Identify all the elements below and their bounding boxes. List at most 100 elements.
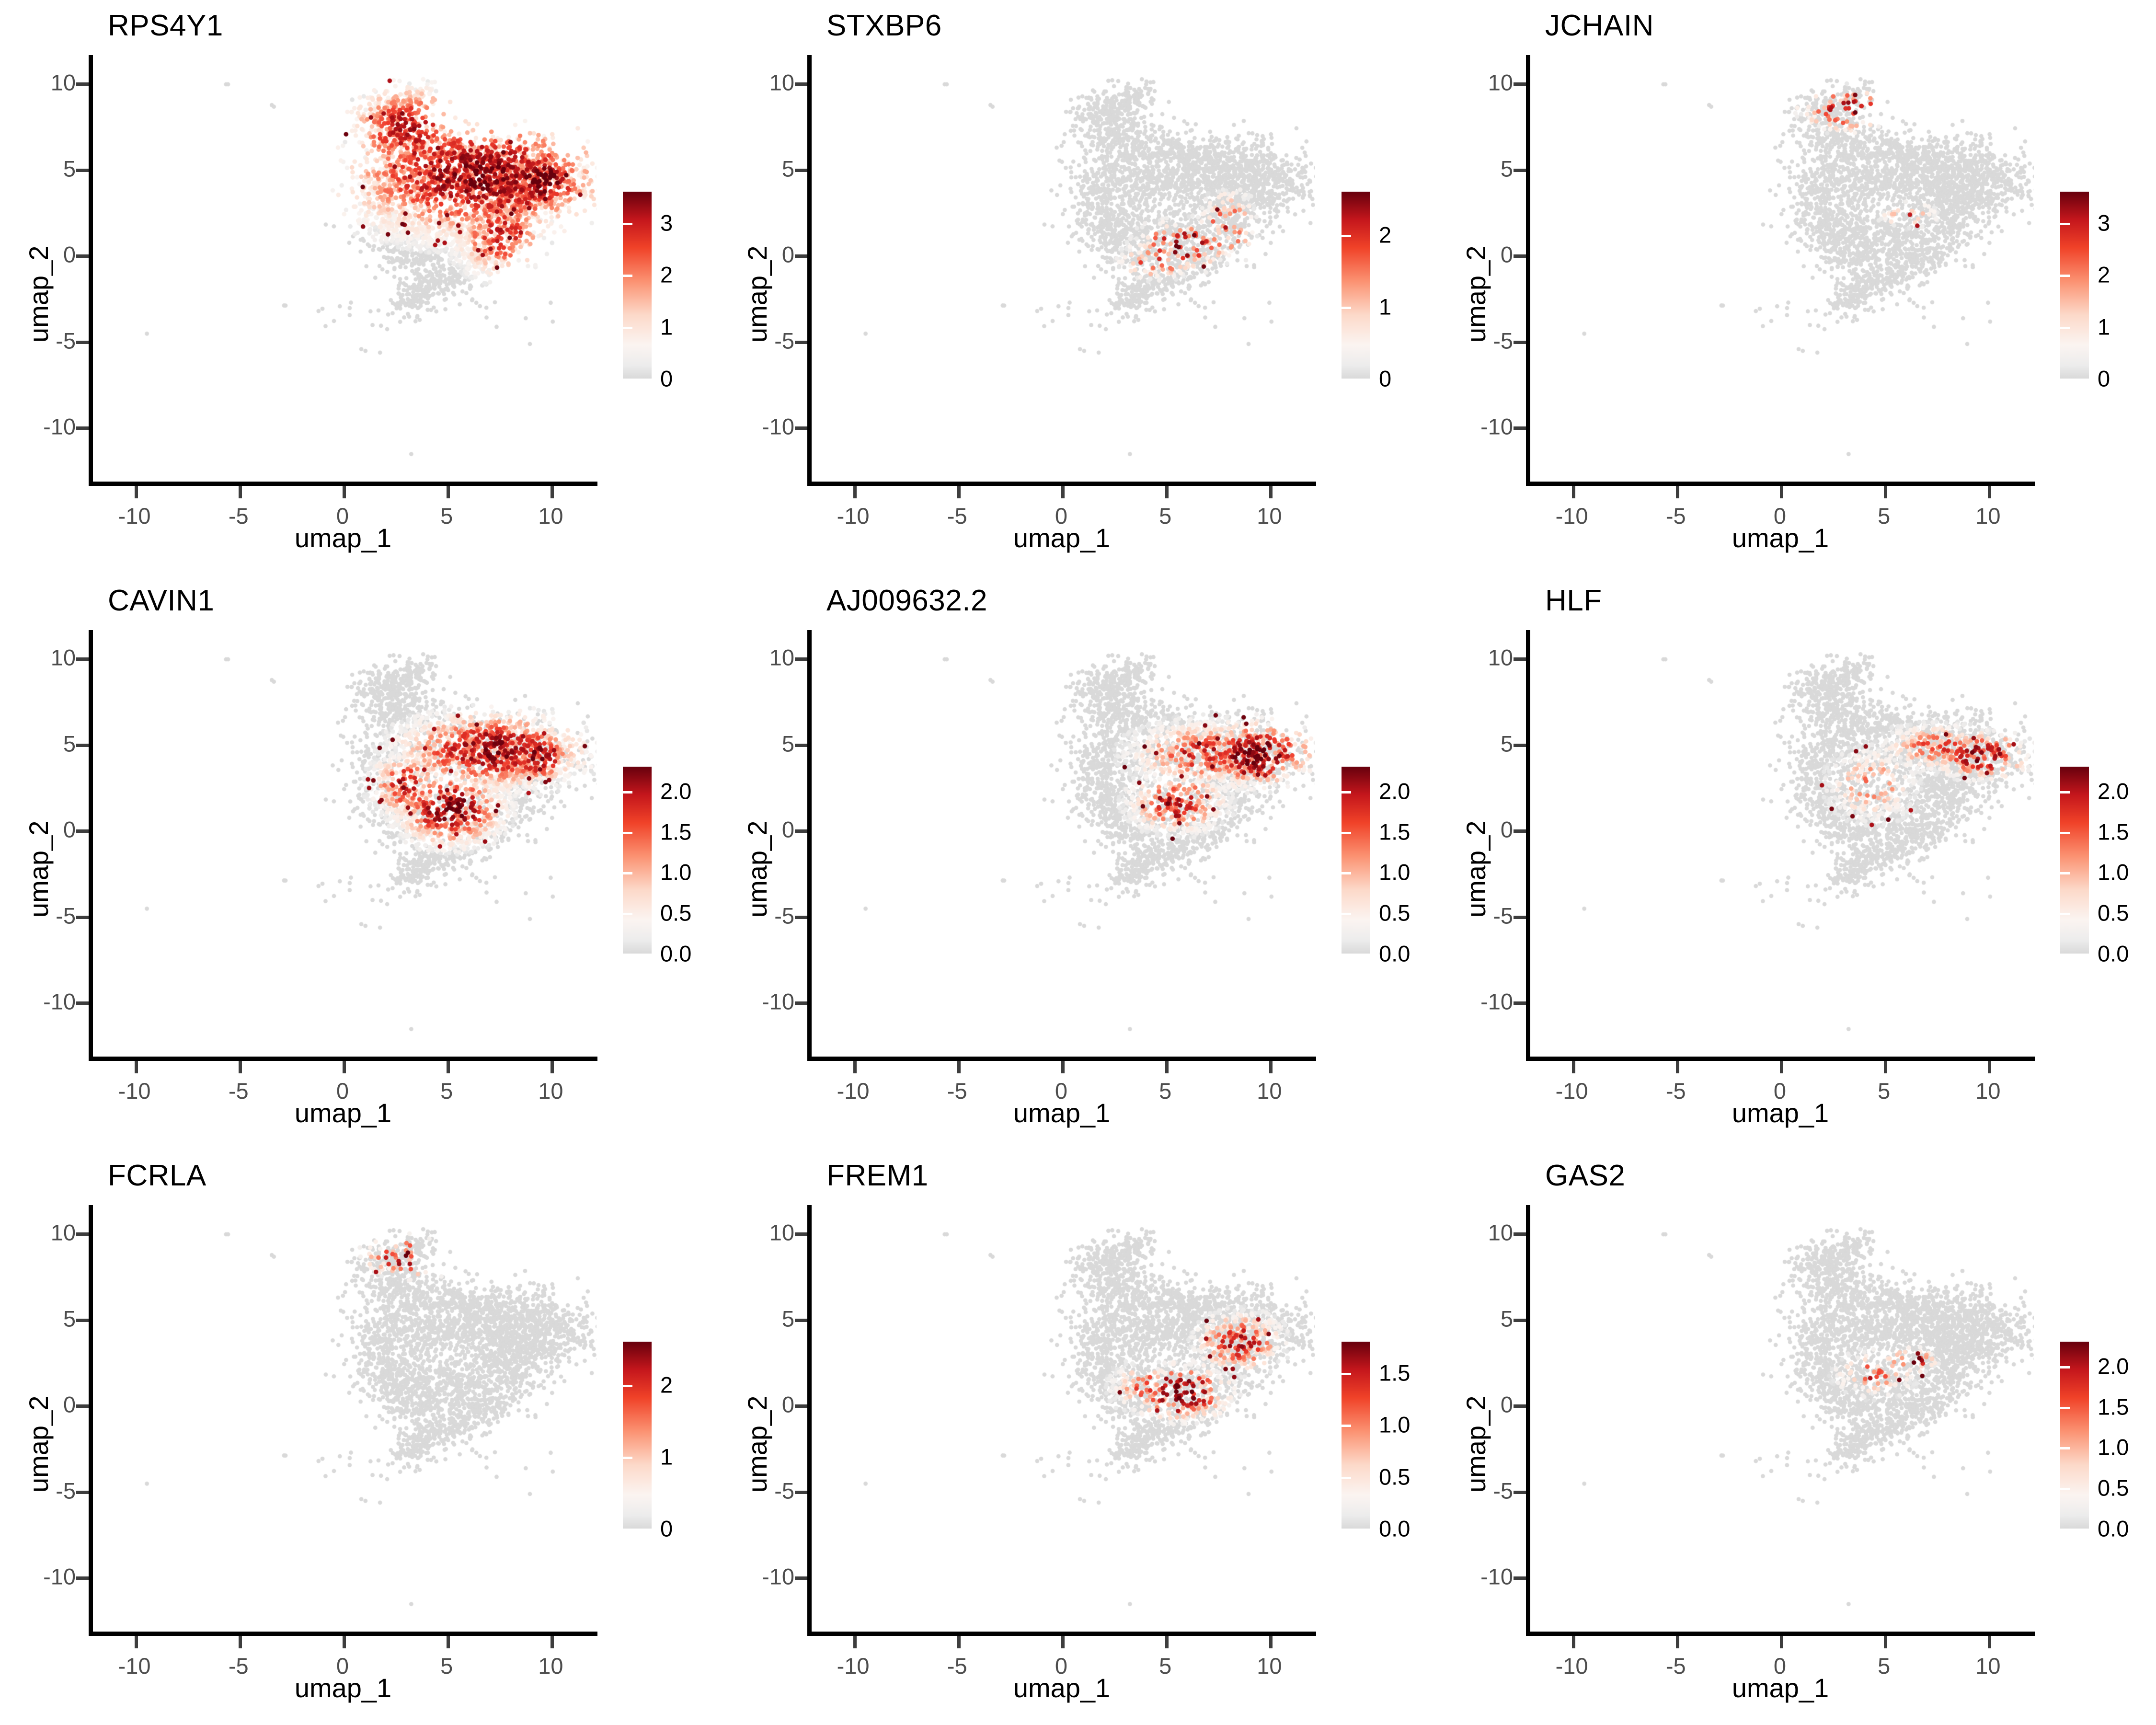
x-tick-label: -10	[118, 503, 151, 529]
x-tick-label: 10	[538, 1653, 563, 1679]
y-axis-label: umap_2	[742, 1395, 772, 1493]
panel-title: CAVIN1	[108, 584, 215, 617]
x-axis-label: umap_1	[294, 1673, 392, 1703]
y-tick-mark	[76, 82, 89, 86]
y-tick-mark	[795, 829, 807, 833]
y-tick-mark	[1514, 657, 1526, 661]
x-tick-mark	[1884, 486, 1888, 498]
y-tick-mark	[1514, 1576, 1526, 1580]
y-tick-label: -10	[1480, 1564, 1513, 1589]
y-tick-mark	[795, 426, 807, 430]
y-tick-label: 0	[1500, 242, 1513, 267]
umap-scatter-points	[89, 55, 596, 482]
scatter-plot-area	[89, 630, 596, 1057]
x-tick-label: -5	[228, 1653, 249, 1679]
x-tick-mark	[1165, 1061, 1169, 1073]
x-tick-label: 5	[440, 503, 453, 529]
x-tick-mark	[1269, 1636, 1273, 1648]
y-tick-label: 5	[781, 156, 794, 182]
colorbar-tick-label: 1	[2098, 314, 2110, 340]
y-tick-label: 5	[63, 1306, 76, 1332]
x-tick-label: 10	[1257, 1078, 1282, 1104]
x-tick-mark	[957, 1636, 961, 1648]
scatter-plot-area	[807, 55, 1315, 482]
y-tick-mark	[1514, 82, 1526, 86]
x-tick-label: -10	[1555, 1653, 1588, 1679]
colorbar-tick-mark	[1342, 1476, 1351, 1479]
y-axis-line: 10 5 0 -5 -10	[1480, 630, 1530, 1057]
y-axis-line: 10 5 0 -5 -10	[43, 1205, 93, 1632]
x-tick-label: 5	[1159, 1653, 1172, 1679]
colorbar-tick-mark	[613, 275, 623, 277]
x-tick-mark	[957, 486, 961, 498]
y-tick-mark	[1514, 1232, 1526, 1236]
colorbar-tick-mark	[623, 872, 632, 875]
colorbar-tick-label: 0.5	[1379, 900, 1411, 926]
colorbar-tick-mark	[613, 872, 623, 875]
y-tick-label: -5	[774, 903, 794, 929]
x-tick-label: -5	[228, 503, 249, 529]
umap-scatter-points	[89, 630, 596, 1057]
colorbar-gradient	[1342, 767, 1370, 954]
y-tick-mark	[795, 1001, 807, 1005]
x-tick-label: 10	[1975, 503, 2001, 529]
colorbar-tick-mark	[2060, 275, 2070, 277]
colorbar-tick-mark	[2060, 326, 2070, 329]
colorbar-tick-label: 0.0	[1379, 941, 1411, 966]
x-tick-mark	[343, 1636, 346, 1648]
x-tick-label: 10	[538, 1078, 563, 1104]
x-tick-label: 0	[336, 503, 349, 529]
x-tick-mark	[853, 1636, 857, 1648]
colorbar-tick-mark	[613, 223, 623, 225]
y-axis-line: 10 5 0 -5 -10	[43, 55, 93, 482]
colorbar-tick-mark	[2060, 872, 2070, 875]
x-axis-line: -10 -5 0 5 10	[807, 482, 1316, 529]
y-tick-label: -5	[56, 1478, 76, 1504]
x-tick-label: -5	[947, 1653, 967, 1679]
x-tick-mark	[1884, 1061, 1888, 1073]
x-tick-mark	[1269, 486, 1273, 498]
colorbar-tick-mark	[1332, 913, 1342, 916]
y-tick-label: 5	[1500, 731, 1513, 757]
x-tick-mark	[238, 486, 242, 498]
x-tick-label: 5	[1159, 1078, 1172, 1104]
y-tick-mark	[76, 915, 89, 919]
x-tick-mark	[1884, 1636, 1888, 1648]
y-tick-label: -10	[762, 989, 794, 1014]
colorbar-tick-mark	[1342, 1425, 1351, 1427]
colorbar-tick-mark	[613, 791, 623, 794]
y-tick-label: 0	[781, 242, 794, 267]
colorbar-tick-mark	[1342, 913, 1351, 916]
x-axis-label: umap_1	[1732, 1098, 1829, 1128]
x-tick-label: 10	[538, 503, 563, 529]
colorbar-gradient	[623, 192, 652, 379]
x-tick-label: 10	[1975, 1078, 2001, 1104]
y-tick-label: -5	[1493, 1478, 1513, 1504]
y-tick-label: 10	[769, 1219, 794, 1245]
colorbar-tick-label: 0.0	[2098, 941, 2129, 966]
y-tick-label: -10	[1480, 989, 1513, 1014]
y-tick-mark	[76, 829, 89, 833]
y-tick-mark	[795, 915, 807, 919]
x-tick-label: 0	[1055, 1078, 1068, 1104]
y-axis-line: 10 5 0 -5 -10	[43, 630, 93, 1057]
y-tick-label: -10	[1480, 414, 1513, 439]
panel-title: GAS2	[1545, 1159, 1626, 1192]
colorbar-tick-label: 2	[2098, 262, 2110, 288]
y-tick-label: 0	[781, 1392, 794, 1417]
colorbar-tick-label: 1	[660, 1444, 673, 1470]
feature-panel-fcrla: FCRLA -10 -5 0 5 10 10 5 0 -5 -10 umap_2 umap_1 0 1 2	[0, 1150, 719, 1725]
x-tick-mark	[1571, 1636, 1575, 1648]
x-tick-label: 5	[1878, 1653, 1891, 1679]
x-tick-mark	[1061, 1061, 1065, 1073]
colorbar-tick-mark	[1342, 791, 1351, 794]
y-tick-mark	[1514, 1404, 1526, 1408]
colorbar-tick-label: 1	[660, 314, 673, 340]
colorbar-tick-label: 2.0	[1379, 778, 1411, 804]
feature-panel-cavin1: CAVIN1 -10 -5 0 5 10 10 5 0 -5 -10 umap_2 umap_1 0.0 0…	[0, 575, 719, 1150]
colorbar-tick-mark	[1342, 235, 1351, 237]
y-axis-label: umap_2	[23, 1395, 54, 1493]
y-axis-line: 10 5 0 -5 -10	[1480, 55, 1530, 482]
x-tick-label: 5	[440, 1078, 453, 1104]
x-tick-label: -10	[1555, 503, 1588, 529]
